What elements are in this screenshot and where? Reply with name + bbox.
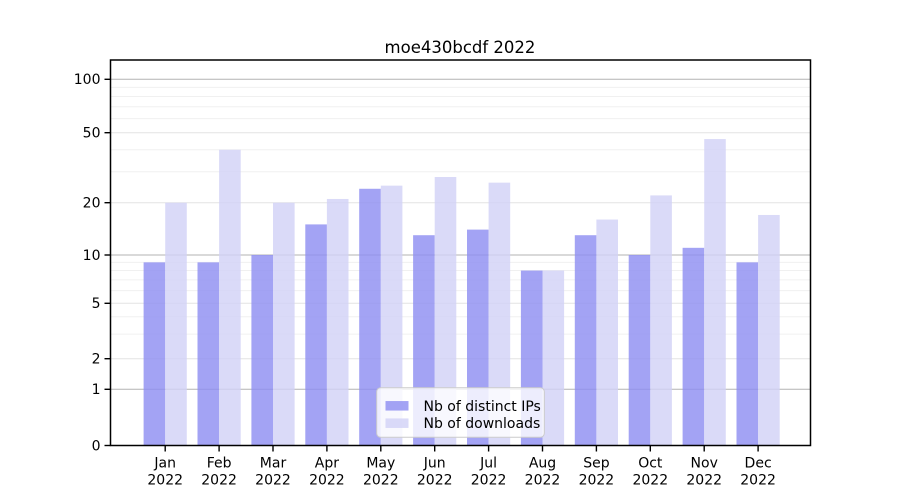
x-tick-label-year: 2022: [255, 473, 291, 489]
bar-nb-of-distinct-ips-dec: [736, 262, 759, 446]
legend-frame: [376, 387, 545, 438]
bar-nb-of-downloads-may: [380, 185, 403, 446]
legend-swatch-nb-of-downloads: [385, 418, 409, 428]
x-tick-label-month: Aug: [529, 456, 556, 472]
x-tick-label-month: Nov: [691, 456, 718, 472]
x-tick-label-year: 2022: [417, 473, 453, 489]
x-tick-label-year: 2022: [201, 473, 237, 489]
bar-nb-of-downloads-jun: [434, 176, 457, 446]
x-tick-label-month: Feb: [207, 456, 232, 472]
x-tick-label-month: Jan: [153, 456, 176, 472]
bar-nb-of-downloads-jan: [165, 202, 187, 446]
bar-nb-of-distinct-ips-nov: [682, 247, 705, 446]
bar-nb-of-downloads-nov: [704, 139, 726, 446]
y-tick-label: 5: [92, 296, 101, 312]
x-tick-label-month: Jun: [423, 456, 446, 472]
x-tick-label-year: 2022: [471, 473, 507, 489]
x-tick-label-year: 2022: [686, 473, 722, 489]
x-tick-label-month: Apr: [315, 456, 339, 472]
legend-swatch-nb-of-distinct-ips: [385, 401, 409, 411]
bars-group: [143, 139, 780, 446]
x-tick-label-year: 2022: [363, 473, 399, 489]
x-tick-label-month: Sep: [583, 456, 610, 472]
x-tick-label-month: Jul: [479, 456, 497, 472]
x-tick-label-year: 2022: [740, 473, 776, 489]
plot-border: [109, 59, 812, 447]
bar-nb-of-downloads-oct: [650, 195, 672, 446]
bar-nb-of-downloads-dec: [758, 214, 780, 446]
y-tick-label: 100: [74, 72, 101, 88]
x-tick-label-month: May: [366, 456, 395, 472]
x-tick-label-month: Oct: [638, 456, 663, 472]
x-tick-label-year: 2022: [525, 473, 561, 489]
x-tick-label-year: 2022: [309, 473, 345, 489]
bar-nb-of-distinct-ips-sep: [574, 235, 597, 446]
bar-nb-of-downloads-feb: [219, 149, 241, 446]
bar-nb-of-downloads-aug: [542, 270, 565, 446]
bar-nb-of-distinct-ips-oct: [628, 255, 651, 446]
x-tick-label-year: 2022: [147, 473, 183, 489]
y-tick-label: 1: [92, 382, 101, 398]
bar-nb-of-downloads-apr: [326, 198, 349, 446]
x-tick-label-year: 2022: [579, 473, 615, 489]
y-tick-label: 2: [92, 352, 101, 368]
bar-nb-of-distinct-ips-may: [359, 188, 381, 446]
y-tick-label: 10: [83, 248, 101, 264]
legend-label-nb-of-distinct-ips: Nb of distinct IPs: [424, 399, 541, 415]
x-axis-ticks: Jan2022Feb2022Mar2022Apr2022May2022Jun20…: [147, 445, 776, 489]
legend-label-nb-of-downloads: Nb of downloads: [424, 416, 541, 432]
chart-title: moe430bcdf 2022: [385, 38, 536, 57]
y-tick-label: 20: [83, 196, 101, 212]
bar-nb-of-distinct-ips-feb: [197, 262, 220, 446]
bar-nb-of-downloads-sep: [596, 219, 618, 446]
y-tick-label: 0: [92, 438, 101, 454]
y-tick-label: 50: [83, 126, 101, 142]
bar-nb-of-distinct-ips-jan: [143, 262, 166, 446]
bar-nb-of-downloads-mar: [273, 202, 295, 446]
bar-nb-of-downloads-jul: [488, 182, 511, 446]
x-tick-label-month: Mar: [260, 456, 287, 472]
x-tick-label-month: Dec: [745, 456, 772, 472]
bar-nb-of-distinct-ips-mar: [251, 255, 273, 446]
x-tick-label-year: 2022: [632, 473, 668, 489]
bar-nb-of-distinct-ips-apr: [305, 224, 327, 446]
